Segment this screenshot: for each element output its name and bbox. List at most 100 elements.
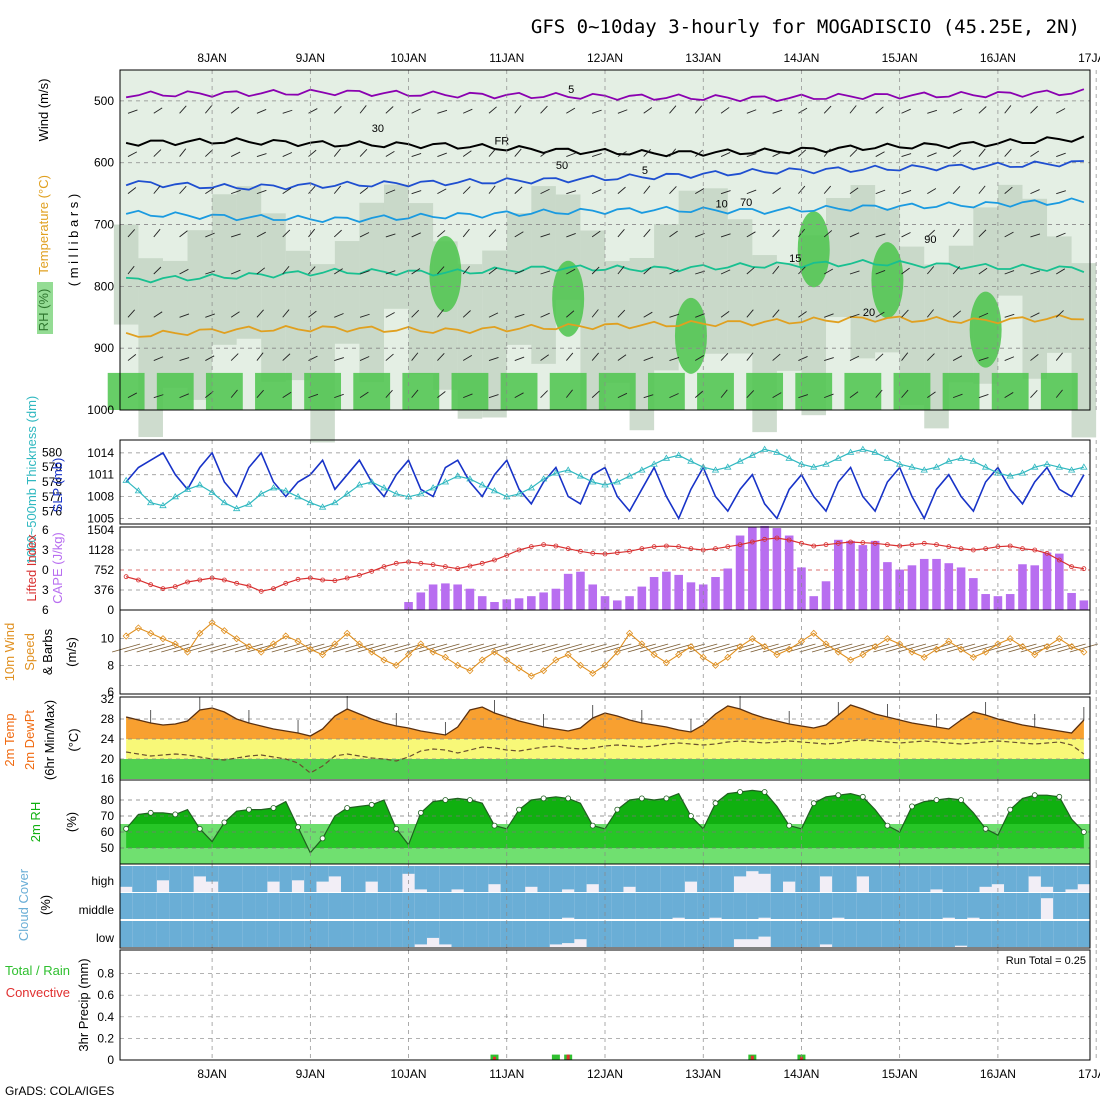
lifted-index-marker [885, 542, 890, 548]
wind-speed-marker [871, 643, 879, 651]
wind-barb [153, 149, 162, 157]
wind-speed-marker [183, 648, 192, 656]
lifted-index-marker [565, 546, 571, 552]
x-tick-label-top: 10JAN [391, 51, 427, 65]
wind-barb [772, 309, 780, 318]
wind-barb [1004, 270, 1015, 275]
wind-speed-marker [883, 635, 891, 643]
cloud-cover-cell-high [660, 866, 673, 892]
wind-tick-label: 6 [107, 685, 114, 699]
wind-barb [720, 107, 730, 114]
thickness-marker [662, 454, 671, 461]
cloud-cover-cell-high [537, 866, 550, 892]
wind-barb [694, 390, 704, 398]
cloud-cover-cell-high [783, 866, 796, 882]
cloud-cover-cell-middle [979, 893, 992, 919]
thickness-marker [613, 478, 621, 485]
wind-speed-marker [380, 656, 388, 664]
rh-humid-patch [598, 372, 636, 410]
cloud-cover-cell-middle [819, 893, 833, 919]
cloud-cover-cell-high [844, 866, 857, 892]
slp-tick-label: 1005 [87, 511, 114, 525]
lifted-index-marker [553, 543, 559, 549]
surface-wind-barb [775, 643, 804, 653]
cloud-cover-cell-low [328, 921, 342, 947]
cape-bar [649, 577, 659, 610]
wind-barb [746, 109, 757, 114]
cloud-cover-cell-low [426, 921, 440, 938]
cloud-cover-cell-middle [635, 893, 649, 919]
cape-bar [698, 584, 708, 610]
wind-barb [334, 313, 344, 318]
wind-speed-marker [1006, 635, 1014, 643]
thickness-marker [748, 451, 757, 458]
wind-barb [488, 229, 497, 238]
wind-barb [746, 352, 754, 361]
rh-band [359, 202, 384, 383]
rh2m-marker [147, 809, 154, 816]
cape-bar [723, 568, 733, 610]
cloud-cover-cell-middle [1016, 893, 1029, 919]
wind-barb [437, 352, 445, 361]
x-tick-label-bottom: 8JAN [197, 1067, 226, 1081]
wind-tick-label: 10 [101, 632, 115, 646]
rh2m-marker [1080, 829, 1087, 835]
cloud-cover-cell-middle [218, 893, 231, 919]
rh-band [1022, 198, 1048, 379]
wind-barb [824, 313, 834, 318]
cape-bar [612, 600, 622, 610]
rh2m-tick-label: 50 [101, 841, 115, 855]
wind-barb [153, 228, 161, 238]
wind-barb [694, 105, 703, 114]
thickness-marker [908, 463, 916, 470]
wind-barb [926, 266, 935, 275]
cloud-cover-cell-middle [341, 893, 354, 919]
upper-air-units: ( m i l l i b a r s ) [66, 194, 81, 286]
cloud-cover-cell-low [439, 921, 452, 945]
wind-barb [901, 352, 909, 361]
wind-barb [411, 389, 419, 398]
rh-humid-patch [451, 372, 489, 410]
contour-label: 10 [716, 198, 728, 210]
thickness-tick-label: 576 [42, 505, 62, 519]
rh2m-group: 50 60 70 80 2m RH (%) [28, 789, 1090, 864]
lifted-index-marker [320, 577, 325, 583]
wind-barb [875, 353, 884, 361]
thickness-marker [810, 463, 818, 470]
wind-barb [359, 105, 367, 114]
x-tick-label-top: 11JAN [489, 51, 524, 65]
wind-barb [153, 394, 164, 399]
cloud-cover-cell-low [942, 921, 956, 947]
cape-bar [1018, 564, 1027, 610]
rh2m-marker [712, 800, 719, 807]
surface-wind-barb [713, 643, 742, 653]
wind-speed-marker [540, 667, 548, 675]
lifted-index-marker [136, 577, 141, 583]
cloud-cover-cell-low [476, 921, 489, 947]
cloud-cover-cell-high [1004, 866, 1017, 892]
wind-barb [901, 267, 910, 275]
cloud-cover-cell-high [549, 866, 563, 892]
thickness-marker [638, 466, 646, 473]
wind-barb [978, 394, 989, 399]
cape-bar [441, 583, 450, 610]
wind-speed-marker [294, 637, 302, 645]
wind-barb [669, 269, 679, 275]
wind-barb [875, 106, 884, 114]
cloud-cover-cell-low [979, 921, 992, 947]
upper-air-group: 30 50 70 90 FR 5 5 10 15 20 500 600 700 800 900 1000 ( m… [36, 70, 1097, 443]
rh-humid-patch [205, 372, 243, 410]
thickness-marker [920, 466, 928, 473]
cloud-cover-cell-middle [1028, 893, 1042, 919]
cloud-cover-cell-low [562, 921, 575, 944]
wind-barb [1056, 108, 1066, 114]
wind-speed-marker [859, 651, 867, 659]
wind-barb [282, 391, 292, 399]
cloud-cover-cell-middle [881, 893, 894, 919]
wind-barb [308, 108, 318, 114]
cloud-cover-cell-high [746, 866, 759, 872]
rh-humid-patch [746, 372, 784, 410]
wind-barb [437, 188, 447, 195]
rh-band [285, 250, 311, 381]
wind-speed-marker [441, 653, 449, 661]
